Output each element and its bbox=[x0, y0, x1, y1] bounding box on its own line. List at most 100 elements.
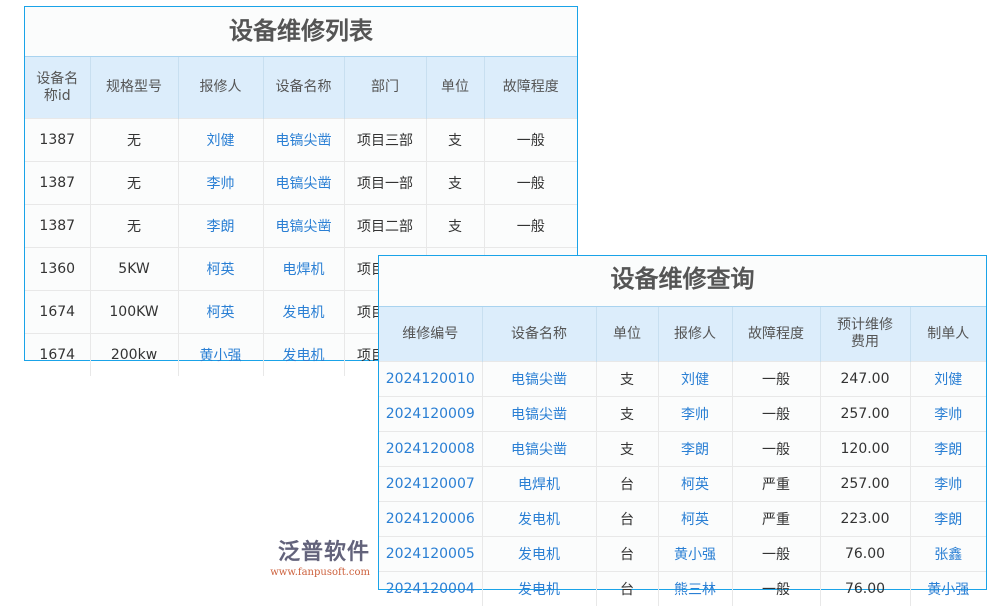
table-cell[interactable]: 柯英 bbox=[178, 248, 263, 291]
table-cell: 一般 bbox=[732, 537, 820, 572]
table-cell[interactable]: 李帅 bbox=[178, 162, 263, 205]
table-cell[interactable]: 电镐尖凿 bbox=[263, 162, 344, 205]
column-header: 预计维修费用 bbox=[820, 307, 910, 362]
table-cell[interactable]: 柯英 bbox=[178, 291, 263, 334]
table-cell: 一般 bbox=[732, 397, 820, 432]
column-header: 故障程度 bbox=[484, 57, 577, 119]
table-cell[interactable]: 李朗 bbox=[658, 432, 732, 467]
column-header: 部门 bbox=[344, 57, 426, 119]
table-cell: 247.00 bbox=[820, 362, 910, 397]
table-cell[interactable]: 2024120006 bbox=[379, 502, 482, 537]
table-cell: 台 bbox=[596, 467, 658, 502]
table-cell: 台 bbox=[596, 572, 658, 606]
table-cell: 支 bbox=[596, 432, 658, 467]
table-cell[interactable]: 李朗 bbox=[178, 205, 263, 248]
column-header: 规格型号 bbox=[90, 57, 178, 119]
table-cell: 支 bbox=[426, 205, 484, 248]
table-cell[interactable]: 发电机 bbox=[263, 291, 344, 334]
table-cell: 257.00 bbox=[820, 397, 910, 432]
table-cell: 台 bbox=[596, 502, 658, 537]
watermark-logo: 泛普软件 www.fanpusoft.com bbox=[240, 540, 370, 580]
table-cell[interactable]: 黄小强 bbox=[658, 537, 732, 572]
table-cell[interactable]: 黄小强 bbox=[178, 334, 263, 377]
table-cell: 120.00 bbox=[820, 432, 910, 467]
table-cell[interactable]: 柯英 bbox=[658, 467, 732, 502]
column-header: 制单人 bbox=[910, 307, 986, 362]
column-header: 报修人 bbox=[178, 57, 263, 119]
table-cell[interactable]: 2024120005 bbox=[379, 537, 482, 572]
table-cell: 200kw bbox=[90, 334, 178, 377]
table-cell: 一般 bbox=[732, 432, 820, 467]
table-cell[interactable]: 2024120009 bbox=[379, 397, 482, 432]
table-cell: 1387 bbox=[25, 162, 90, 205]
table-cell: 项目一部 bbox=[344, 162, 426, 205]
table-cell: 76.00 bbox=[820, 537, 910, 572]
column-header: 设备名称id bbox=[25, 57, 90, 119]
table-cell: 台 bbox=[596, 537, 658, 572]
table-cell[interactable]: 李帅 bbox=[658, 397, 732, 432]
table-cell: 1674 bbox=[25, 334, 90, 377]
table-cell: 1387 bbox=[25, 205, 90, 248]
table-cell: 支 bbox=[596, 362, 658, 397]
table-cell[interactable]: 发电机 bbox=[482, 502, 596, 537]
table-cell: 严重 bbox=[732, 502, 820, 537]
table-cell[interactable]: 柯英 bbox=[658, 502, 732, 537]
table-cell[interactable]: 电镐尖凿 bbox=[482, 397, 596, 432]
table-cell: 1360 bbox=[25, 248, 90, 291]
table-cell[interactable]: 电镐尖凿 bbox=[482, 432, 596, 467]
table-cell: 一般 bbox=[484, 119, 577, 162]
table-cell[interactable]: 黄小强 bbox=[910, 572, 986, 606]
table-cell[interactable]: 发电机 bbox=[482, 537, 596, 572]
table-cell[interactable]: 电镐尖凿 bbox=[263, 119, 344, 162]
table-cell[interactable]: 2024120004 bbox=[379, 572, 482, 606]
column-header: 报修人 bbox=[658, 307, 732, 362]
table-cell: 支 bbox=[596, 397, 658, 432]
query-title: 设备维修查询 bbox=[379, 256, 986, 307]
table-cell: 1387 bbox=[25, 119, 90, 162]
table-cell[interactable]: 李朗 bbox=[910, 502, 986, 537]
column-header: 维修编号 bbox=[379, 307, 482, 362]
table-cell: 257.00 bbox=[820, 467, 910, 502]
table-cell: 项目三部 bbox=[344, 119, 426, 162]
watermark-url: www.fanpusoft.com bbox=[240, 566, 370, 580]
table-cell[interactable]: 熊三林 bbox=[658, 572, 732, 606]
table-cell[interactable]: 刘健 bbox=[178, 119, 263, 162]
column-header: 设备名称 bbox=[482, 307, 596, 362]
table-cell[interactable]: 李帅 bbox=[910, 467, 986, 502]
table-cell[interactable]: 电镐尖凿 bbox=[482, 362, 596, 397]
table-cell[interactable]: 2024120007 bbox=[379, 467, 482, 502]
table-cell[interactable]: 李帅 bbox=[910, 397, 986, 432]
table-cell[interactable]: 电焊机 bbox=[482, 467, 596, 502]
column-header: 单位 bbox=[426, 57, 484, 119]
table-cell[interactable]: 刘健 bbox=[658, 362, 732, 397]
table-cell: 223.00 bbox=[820, 502, 910, 537]
table-cell[interactable]: 刘健 bbox=[910, 362, 986, 397]
table-cell: 一般 bbox=[732, 362, 820, 397]
table-cell: 项目二部 bbox=[344, 205, 426, 248]
table-cell[interactable]: 电焊机 bbox=[263, 248, 344, 291]
table-cell[interactable]: 李朗 bbox=[910, 432, 986, 467]
table-cell[interactable]: 张鑫 bbox=[910, 537, 986, 572]
list-title: 设备维修列表 bbox=[25, 7, 577, 57]
table-cell: 无 bbox=[90, 205, 178, 248]
column-header: 设备名称 bbox=[263, 57, 344, 119]
table-cell[interactable]: 发电机 bbox=[263, 334, 344, 377]
table-cell[interactable]: 发电机 bbox=[482, 572, 596, 606]
table-cell: 支 bbox=[426, 119, 484, 162]
table-cell: 支 bbox=[426, 162, 484, 205]
table-cell[interactable]: 2024120010 bbox=[379, 362, 482, 397]
watermark-brand: 泛普软件 bbox=[240, 540, 370, 566]
table-cell: 100KW bbox=[90, 291, 178, 334]
table-cell[interactable]: 2024120008 bbox=[379, 432, 482, 467]
table-cell: 1674 bbox=[25, 291, 90, 334]
table-cell[interactable]: 电镐尖凿 bbox=[263, 205, 344, 248]
table-cell: 一般 bbox=[484, 162, 577, 205]
